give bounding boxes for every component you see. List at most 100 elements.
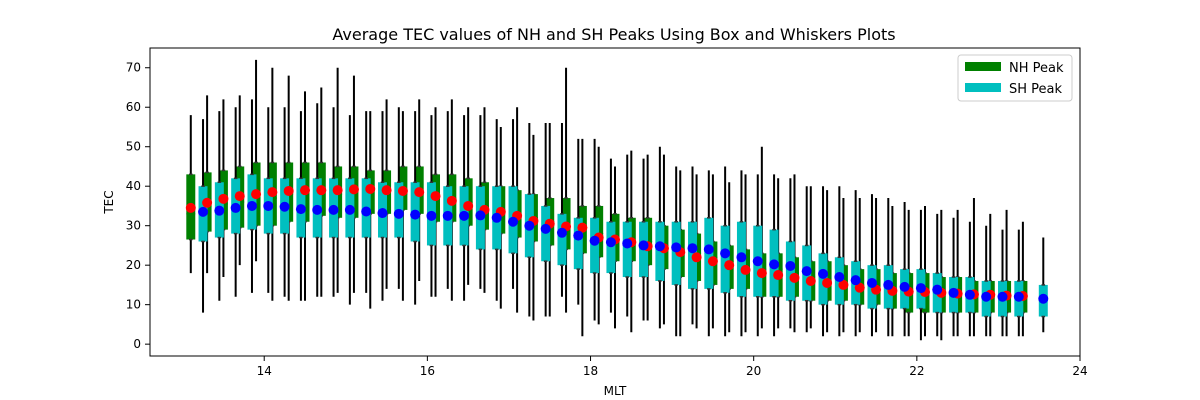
mean-point	[202, 197, 213, 208]
chart-title: Average TEC values of NH and SH Peaks Us…	[332, 25, 895, 44]
mean-point	[218, 193, 229, 204]
mean-point	[198, 206, 209, 217]
mean-point	[267, 187, 278, 198]
x-axis-label: MLT	[604, 384, 627, 398]
mean-point	[332, 185, 343, 196]
mean-point	[251, 189, 262, 200]
mean-point	[430, 191, 441, 202]
mean-point	[605, 237, 616, 248]
mean-point	[850, 275, 861, 286]
x-tick-label: 22	[909, 364, 924, 378]
mean-point	[214, 205, 225, 216]
mean-point	[508, 216, 519, 227]
legend-swatch-sh	[965, 83, 1001, 92]
x-tick-label: 16	[420, 364, 435, 378]
mean-point	[915, 283, 926, 294]
mean-point	[540, 223, 551, 234]
mean-point	[1038, 293, 1049, 304]
mean-point	[414, 187, 425, 198]
mean-point	[348, 184, 359, 195]
x-tick-label: 20	[746, 364, 761, 378]
y-tick-label: 60	[126, 100, 141, 114]
mean-point	[410, 209, 421, 220]
mean-point	[377, 208, 388, 219]
mean-point	[703, 244, 714, 255]
mean-point	[899, 281, 910, 292]
mean-point	[426, 210, 437, 221]
mean-point	[361, 206, 372, 217]
y-tick-label: 30	[126, 219, 141, 233]
mean-point	[997, 291, 1008, 302]
y-tick-label: 40	[126, 179, 141, 193]
mean-point	[446, 195, 457, 206]
mean-point	[365, 183, 376, 194]
mean-point	[785, 260, 796, 271]
mean-point	[691, 252, 702, 263]
mean-point	[230, 202, 241, 213]
y-tick-label: 20	[126, 258, 141, 272]
mean-point	[234, 191, 245, 202]
mean-point	[300, 185, 310, 196]
mean-point	[246, 200, 257, 211]
mean-point	[789, 272, 800, 283]
legend-label-sh: SH Peak	[1009, 82, 1063, 97]
mean-point	[638, 240, 649, 251]
mean-point	[769, 259, 780, 270]
box	[606, 221, 616, 274]
mean-point	[328, 204, 339, 215]
box	[557, 213, 567, 266]
box	[655, 221, 665, 281]
y-axis: 0 10 20 30 40 50 60 70	[126, 61, 150, 351]
mean-point	[756, 268, 767, 279]
mean-point	[752, 256, 763, 267]
mean-point	[622, 238, 633, 249]
mean-point	[295, 204, 306, 215]
mean-point	[883, 279, 894, 290]
mean-point	[524, 220, 535, 231]
mean-point	[981, 291, 992, 302]
mean-point	[491, 212, 502, 223]
box	[818, 253, 828, 305]
legend: NH Peak SH Peak	[957, 54, 1073, 102]
mean-point	[279, 201, 290, 212]
mean-point	[344, 204, 355, 215]
mean-point	[822, 277, 833, 288]
mean-point	[654, 241, 665, 252]
mean-point	[866, 277, 877, 288]
mean-point	[397, 185, 408, 196]
y-tick-label: 10	[126, 298, 141, 312]
mean-point	[283, 185, 294, 196]
mean-point	[459, 210, 470, 221]
mean-point	[577, 222, 588, 233]
x-axis: 14 16 18 20 22 24	[257, 356, 1088, 378]
box	[622, 221, 632, 278]
mean-point	[932, 284, 943, 295]
legend-swatch-nh	[965, 62, 1001, 71]
plot-area	[185, 59, 1049, 341]
mean-point	[854, 282, 865, 293]
mean-point	[573, 230, 584, 241]
x-tick-label: 24	[1072, 364, 1087, 378]
mean-point	[773, 270, 784, 281]
mean-point	[838, 279, 849, 290]
y-tick-label: 0	[133, 337, 141, 351]
mean-point	[834, 272, 845, 283]
mean-point	[589, 235, 600, 246]
box	[785, 241, 795, 301]
mean-point	[381, 185, 392, 196]
mean-point	[312, 204, 323, 215]
mean-point	[736, 252, 747, 263]
mean-point	[475, 210, 486, 221]
mean-point	[707, 256, 718, 267]
mean-point	[671, 242, 682, 253]
box	[573, 217, 583, 270]
mean-point	[724, 260, 735, 271]
series-sh	[198, 99, 1048, 341]
mean-point	[393, 208, 404, 219]
mean-point	[805, 275, 816, 286]
mean-point	[463, 200, 474, 211]
mean-point	[556, 227, 567, 238]
plot-frame	[149, 47, 1081, 357]
mean-point	[964, 289, 975, 300]
